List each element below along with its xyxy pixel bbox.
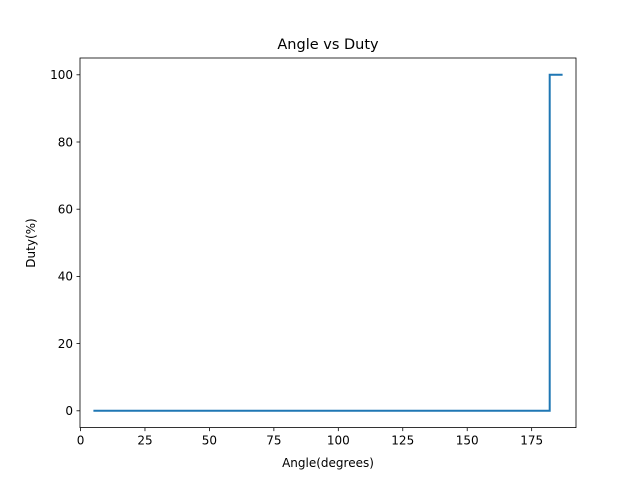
y-tick-label: 40 [58,270,73,284]
y-tick-label: 60 [58,203,73,217]
x-tick-label: 125 [391,434,414,448]
y-tick-label: 80 [58,135,73,149]
x-axis-ticks: 0 25 50 75 100 125 150 175 [77,427,543,448]
series-line-0 [93,73,563,412]
x-tick-label: 0 [77,434,85,448]
x-axis-label: Angle(degrees) [282,456,374,470]
y-tick-label: 20 [58,337,73,351]
x-tick-label: 75 [266,434,281,448]
y-axis-ticks: 0 20 40 60 80 100 [50,68,80,418]
plot-area: 0 25 50 75 100 125 150 175 0 20 40 60 80 100 [50,57,577,448]
x-tick-label: 150 [456,434,479,448]
series-layer [93,73,563,412]
x-tick-label: 50 [202,434,217,448]
x-tick-label: 100 [327,434,350,448]
y-tick-label: 0 [65,404,73,418]
y-axis-label: Duty(%) [24,218,38,267]
plot-frame [79,57,577,429]
x-tick-label: 175 [520,434,543,448]
x-tick-label: 25 [137,434,152,448]
y-tick-label: 100 [50,68,73,82]
chart-title: Angle vs Duty [277,37,379,53]
